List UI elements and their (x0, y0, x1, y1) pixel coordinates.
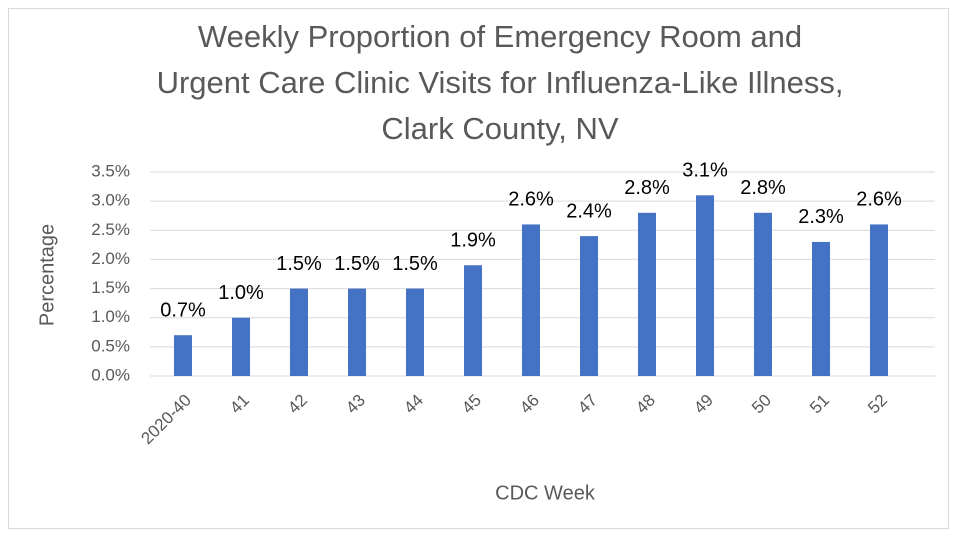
chart-title: Weekly Proportion of Emergency Room and … (156, 19, 844, 146)
x-tick-label: 48 (632, 391, 659, 418)
x-tick-label: 52 (864, 391, 891, 418)
x-tick-label: 2020-40 (137, 391, 195, 449)
x-tick-label: 45 (458, 391, 485, 418)
bar (696, 195, 714, 376)
bar (174, 335, 192, 376)
data-label: 0.7% (160, 299, 206, 321)
data-label: 1.5% (392, 253, 438, 275)
x-tick-label: 51 (806, 391, 833, 418)
y-tick-label: 0.0% (91, 365, 130, 384)
x-tick-label: 47 (574, 391, 601, 418)
y-tick-label: 2.0% (91, 249, 130, 268)
data-label: 2.3% (798, 206, 844, 228)
data-label: 2.6% (856, 189, 902, 211)
x-tick-label: 49 (690, 391, 717, 418)
bar (812, 241, 830, 376)
bar (870, 224, 888, 376)
x-tick-label: 41 (226, 391, 253, 418)
data-label: 1.5% (334, 253, 380, 275)
y-tick-label: 3.0% (91, 191, 130, 210)
x-axis-title: CDC Week (495, 482, 596, 504)
y-tick-label: 0.5% (91, 336, 130, 355)
x-tick-label: 42 (284, 391, 311, 418)
bar (580, 236, 598, 376)
data-label: 2.4% (566, 200, 612, 222)
y-axis-title: Percentage (36, 224, 58, 326)
x-tick-label: 43 (342, 391, 369, 418)
y-tick-label: 1.5% (91, 278, 130, 297)
bar (638, 212, 656, 376)
bar (464, 265, 482, 376)
data-label: 1.9% (450, 230, 496, 252)
data-label: 2.8% (624, 177, 670, 199)
data-label: 3.1% (682, 160, 728, 182)
x-tick-label: 44 (400, 391, 427, 418)
bar (290, 288, 308, 376)
x-tick-label: 50 (748, 391, 775, 418)
y-tick-label: 2.5% (91, 220, 130, 239)
data-label: 1.5% (276, 253, 322, 275)
data-label: 2.6% (508, 189, 554, 211)
y-tick-label: 3.5% (91, 161, 130, 180)
bar (348, 288, 366, 376)
bar (232, 317, 250, 376)
y-tick-label: 1.0% (91, 307, 130, 326)
data-label: 1.0% (218, 282, 264, 304)
bar (522, 224, 540, 376)
data-label: 2.8% (740, 177, 786, 199)
bar (406, 288, 424, 376)
chart-border (8, 8, 949, 529)
x-tick-label: 46 (516, 391, 543, 418)
bar (754, 212, 772, 376)
